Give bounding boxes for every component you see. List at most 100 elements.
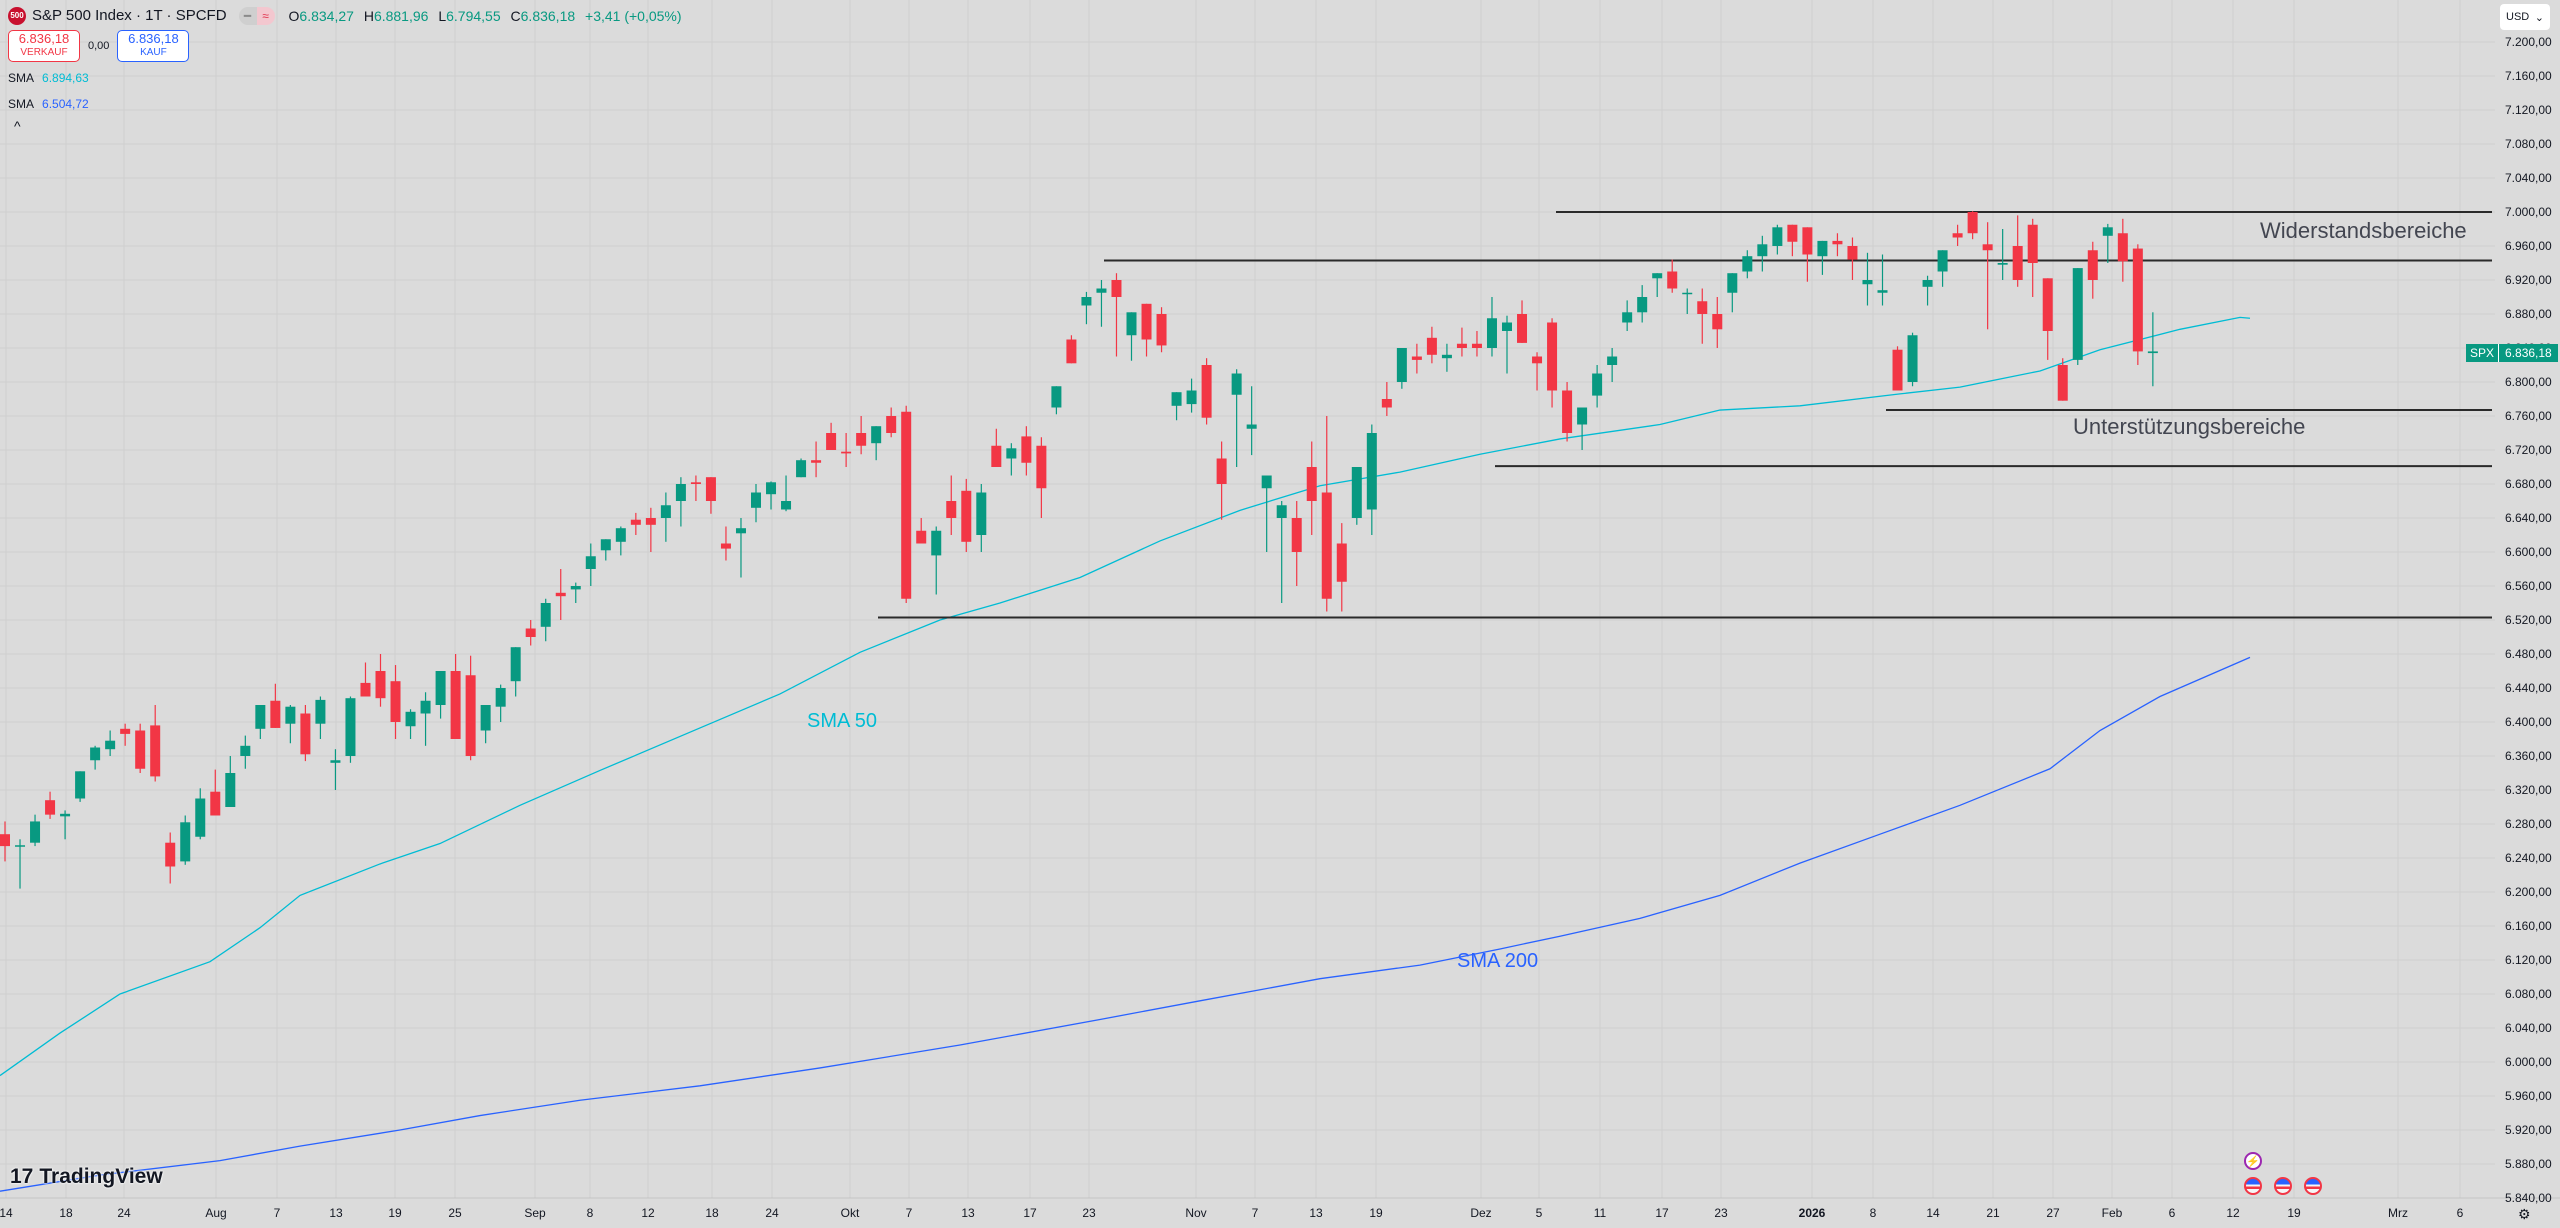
time-axis-label: Aug (205, 1206, 227, 1220)
candle-body (1787, 224, 1798, 242)
time-axis-label: 17 (1655, 1206, 1669, 1220)
time-axis-label: Feb (2101, 1206, 2123, 1220)
candle-body (1892, 349, 1903, 391)
candle-body (240, 745, 251, 756)
us-flag-event-icon[interactable] (2304, 1177, 2322, 1195)
collapse-legend-icon[interactable]: ^ (14, 118, 21, 134)
resistance-label[interactable]: Widerstandsbereiche (2260, 218, 2467, 243)
candle-body (255, 705, 266, 729)
candle-body (841, 451, 852, 454)
time-axis-label: 7 (1251, 1206, 1259, 1220)
candle-body (1261, 475, 1272, 489)
time-axis-label: 14 (1926, 1206, 1940, 1220)
candle-body (135, 730, 146, 769)
price-axis-label: 6.680,00 (2505, 477, 2552, 491)
candle-body (1051, 386, 1062, 408)
candle-body (75, 771, 86, 799)
support-label[interactable]: Unterstützungsbereiche (2073, 414, 2306, 439)
candle-body (886, 416, 897, 433)
currency-select[interactable]: USD ⌄ (2500, 4, 2550, 30)
flash-event-icon[interactable]: ⚡ (2244, 1152, 2262, 1170)
candle-body (901, 411, 912, 599)
candle-body (1411, 356, 1422, 360)
candle-body (225, 773, 236, 807)
time-axis-label: 19 (1369, 1206, 1383, 1220)
candle-body (2042, 278, 2053, 331)
candle-body (976, 492, 987, 535)
sma50-label[interactable]: SMA 50 (807, 710, 878, 732)
sma200-label[interactable]: SMA 200 (1457, 950, 1539, 972)
candle-body (1652, 273, 1663, 279)
candle-body (2102, 227, 2113, 236)
price-axis-label: 7.000,00 (2505, 205, 2552, 219)
price-axis-label: 6.960,00 (2505, 239, 2552, 253)
candle-body (720, 543, 731, 549)
candle-body (465, 675, 476, 756)
candle-body (45, 800, 56, 815)
candle-body (375, 671, 386, 699)
time-axis-label: 24 (765, 1206, 779, 1220)
candle-body (1156, 314, 1167, 346)
candle-body (1021, 436, 1032, 463)
candle-body (630, 519, 641, 525)
candle-body (600, 539, 611, 551)
price-axis-label: 7.040,00 (2505, 171, 2552, 185)
candle-body (1276, 505, 1287, 518)
price-axis-label: 6.200,00 (2505, 885, 2552, 899)
time-axis-label: 21 (1986, 1206, 2000, 1220)
approx-icon[interactable]: ≈ (256, 7, 275, 25)
tradingview-logo[interactable]: 17 TradingView (10, 1165, 163, 1189)
sma50-line (0, 316, 2251, 1077)
candle-body (2012, 246, 2023, 280)
price-axis-label: 6.720,00 (2505, 443, 2552, 457)
candle-body (90, 747, 101, 761)
indicator-sma50[interactable]: SMA 6.894,63 (8, 68, 688, 88)
candle-body (871, 426, 882, 444)
candle-body (330, 760, 341, 763)
candle-body (390, 681, 401, 722)
candle-body (495, 688, 506, 707)
candle-body (405, 711, 416, 727)
price-axis-label: 6.640,00 (2505, 511, 2552, 525)
candle-body (1832, 240, 1843, 245)
candle-body (315, 699, 326, 724)
candle-body (420, 700, 431, 714)
candle-body (1817, 240, 1828, 257)
tradingview-mark-icon: 17 (10, 1165, 34, 1188)
candle-body (1171, 392, 1182, 406)
price-axis-label: 6.280,00 (2505, 817, 2552, 831)
low-value: 6.794,55 (446, 8, 501, 24)
time-axis-label: 8 (1869, 1206, 1877, 1220)
candle-body (1952, 233, 1963, 238)
symbol-title[interactable]: S&P 500 Index · 1T · SPCFD (32, 7, 227, 24)
candle-body (675, 484, 686, 501)
candle-body (510, 647, 521, 682)
time-axis-label: 8 (586, 1206, 594, 1220)
time-axis-label: 5 (1535, 1206, 1543, 1220)
candle-body (1982, 244, 1993, 251)
symbol-logo: 500 (8, 7, 26, 25)
us-flag-event-icon[interactable] (2274, 1177, 2292, 1195)
candle-body (585, 556, 596, 569)
us-flag-event-icon[interactable] (2244, 1177, 2262, 1195)
minus-icon[interactable]: ━ (238, 7, 257, 25)
price-axis-label: 6.600,00 (2505, 545, 2552, 559)
candle-body (781, 501, 792, 510)
sell-button[interactable]: 6.836,18 VERKAUF (8, 30, 80, 62)
candle-body (1096, 288, 1107, 293)
candle-body (1667, 271, 1678, 289)
buy-button[interactable]: 6.836,18 KAUF (117, 30, 190, 62)
gear-icon[interactable]: ⚙ (2518, 1206, 2531, 1222)
chart-toggle-group[interactable]: ━ ≈ (238, 7, 275, 25)
candle-body (1426, 337, 1437, 355)
candle-body (165, 842, 176, 867)
price-axis-label: 7.120,00 (2505, 103, 2552, 117)
indicator-sma200[interactable]: SMA 6.504,72 (8, 94, 688, 114)
candle-body (735, 528, 746, 534)
time-axis-label: 23 (1082, 1206, 1096, 1220)
candle-body (120, 728, 131, 734)
candle-body (60, 813, 71, 817)
price-tag-value: 6.836,18 (2499, 344, 2558, 362)
price-axis-label: 5.920,00 (2505, 1123, 2552, 1137)
